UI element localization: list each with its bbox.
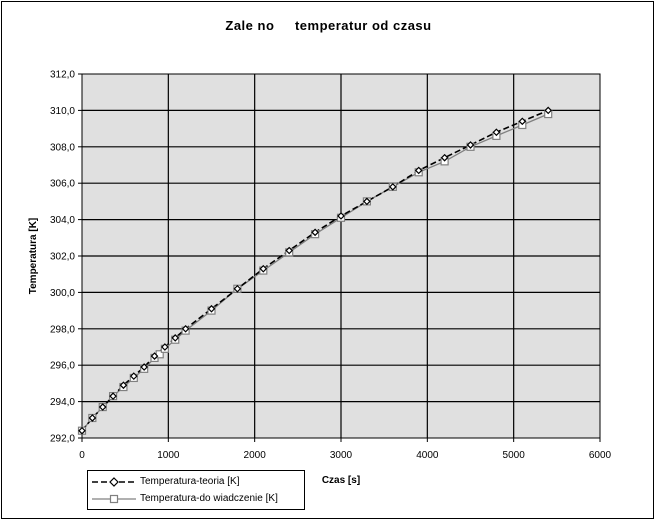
data-point-theory xyxy=(544,106,553,115)
data-point-theory xyxy=(466,141,475,149)
legend-item-theory: Temperatura-teoria [K] xyxy=(88,474,304,490)
data-point-theory xyxy=(78,426,86,435)
y-tick-label: 306,0 xyxy=(50,179,75,190)
y-tick-label: 308,0 xyxy=(50,142,75,153)
data-point-theory xyxy=(88,414,97,422)
legend-label-experiment: Temperatura-do wiadczenie [K] xyxy=(140,493,278,504)
data-point-theory xyxy=(492,128,501,137)
data-point-theory xyxy=(440,153,449,162)
y-tick-label: 304,0 xyxy=(50,215,75,226)
data-point-theory xyxy=(161,343,169,351)
data-point-theory xyxy=(150,352,159,360)
y-tick-label: 300,0 xyxy=(50,288,75,299)
data-point-theory xyxy=(259,264,268,273)
series-layer xyxy=(77,106,553,435)
x-tick-label: 6000 xyxy=(589,450,612,461)
data-point-theory xyxy=(129,372,138,380)
legend-label-theory: Temperatura-teoria [K] xyxy=(140,476,240,487)
y-tick-label: 292,0 xyxy=(50,434,75,445)
y-tick-label: 310,0 xyxy=(50,106,75,117)
x-tick-label: 2000 xyxy=(244,450,267,461)
y-tick-label: 312,0 xyxy=(50,70,75,81)
data-point-theory xyxy=(285,246,294,255)
y-tick-label: 296,0 xyxy=(50,361,75,372)
data-point-theory xyxy=(363,197,371,206)
legend-swatch-theory xyxy=(92,477,136,487)
chart-title: Zale no temperatur od czasu xyxy=(225,18,432,33)
data-point-theory xyxy=(388,182,397,191)
data-point-theory xyxy=(181,324,190,333)
data-point-theory xyxy=(233,284,242,293)
y-tick-label: 302,0 xyxy=(50,252,75,263)
y-tick-label: 298,0 xyxy=(50,324,75,335)
data-point-theory xyxy=(518,117,527,126)
data-point-theory xyxy=(140,363,149,371)
data-point-theory xyxy=(337,212,345,220)
data-point-theory xyxy=(207,304,216,313)
data-point-theory xyxy=(98,403,107,411)
x-tick-label: 5000 xyxy=(503,450,526,461)
data-point-theory xyxy=(109,392,117,400)
data-point-theory xyxy=(119,381,128,390)
legend-item-experiment: Temperatura-do wiadczenie [K] xyxy=(88,491,304,507)
legend: Temperatura-teoria [K] Temperatura-do wi… xyxy=(87,470,305,510)
x-tick-label: 0 xyxy=(79,450,85,461)
legend-swatch-experiment xyxy=(92,494,136,504)
y-axis-label: Temperatura [K] xyxy=(28,218,39,295)
tick-labels: 292,0 294,0 296,0 298,0 300,0 302,0 304,0 306,0… xyxy=(50,70,612,462)
data-point-theory xyxy=(171,334,180,342)
x-tick-label: 1000 xyxy=(157,450,180,461)
y-tick-label: 294,0 xyxy=(50,397,75,408)
data-point-theory xyxy=(414,166,423,175)
x-axis-label: Czas [s] xyxy=(322,475,360,486)
data-point-theory xyxy=(311,228,319,237)
x-tick-label: 3000 xyxy=(330,450,353,461)
x-tick-label: 4000 xyxy=(416,450,439,461)
